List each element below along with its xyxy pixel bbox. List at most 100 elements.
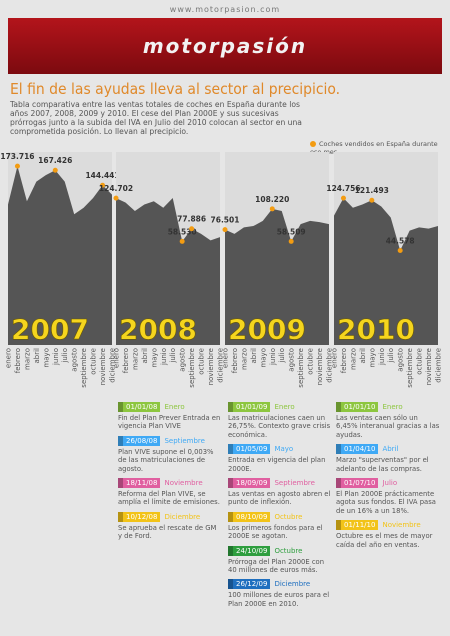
event-date: 01/01/10 [336,402,379,412]
event-badge: 01/11/10 Noviembre [336,520,440,531]
event-month: Enero [382,403,403,411]
event-badge: 08/10/09 Octubre [228,511,332,522]
event-badge: 26/12/09 Diciembre [228,579,332,590]
value-label: 124.702 [99,184,133,193]
title: El fin de las ayudas lleva al sector al … [10,80,341,98]
event-badge: 01/01/08 Enero [118,402,222,412]
month-label: enero [5,348,13,368]
month-label: mayo [259,348,267,368]
event-month: Enero [274,403,295,411]
month-label: agosto [288,348,296,372]
month-label: febrero [122,348,130,373]
month-label: junio [52,348,60,366]
event-badge: 24/10/09 Octubre [228,545,332,556]
month-label: noviembre [207,348,215,385]
event-date: 01/05/09 [228,444,271,455]
event-month: Julio [382,479,398,488]
event-text: Fin del Plan Prever Entrada en vigencia … [118,414,221,431]
value-label: 77.886 [177,215,206,224]
month-label: marzo [131,348,139,370]
month-label: agosto [179,348,187,372]
event-badge: 10/12/08 Diciembre [118,511,222,522]
event-date: 01/07/10 [336,478,379,489]
month-label: noviembre [425,348,433,385]
year-label: 2009 [228,313,306,346]
month-label: septiembre [406,348,414,388]
event-date: 24/10/09 [228,545,271,556]
area [8,166,112,345]
event-month: Abril [382,445,399,454]
month-label: diciembre [109,348,117,383]
event: 01/01/08 Enero Fin del Plan Prever Entrada… [118,402,222,431]
area [116,197,220,345]
event-date: 18/11/08 [118,478,161,489]
event-date: 01/01/09 [228,402,271,412]
year-label: 2010 [337,313,415,346]
event-badge: 01/05/09 Mayo [228,444,332,455]
event-date: 18/09/09 [228,478,271,489]
event: 24/10/09 Octubre Prórroga del Plan 2000E c… [228,545,332,575]
value-marker [222,227,228,233]
event-badge: 26/08/08 Septiembre [118,435,222,446]
logo: motorpasión [142,34,308,58]
year-label: 2008 [119,313,197,346]
event-month: Enero [164,403,185,411]
month-label: abril [359,348,367,364]
event-badge: 01/04/10 Abril [336,444,440,455]
banner [8,18,442,74]
month-label: noviembre [316,348,324,385]
event-date: 26/08/08 [118,435,161,446]
event-text: Reforma del Plan VIVE, se amplía el lími… [118,490,220,507]
event-text: El Plan 2000E prácticamente agota sus fo… [336,490,436,515]
event: 08/10/09 Octubre Los primeros fondos para … [228,511,332,541]
value-marker [369,197,375,203]
value-marker [189,226,195,232]
event-badge: 01/07/10 Julio [336,478,440,489]
event-date: 10/12/08 [118,511,161,522]
event-month: Diciembre [164,512,201,521]
area [225,208,329,345]
event-text: Marzo "superventas" por el adelanto de l… [336,456,429,473]
event-month: Septiembre [274,479,315,488]
event-date: 01/04/10 [336,444,379,455]
month-label: diciembre [217,348,225,383]
event: 01/11/10 Noviembre Octubre es el mes de ma… [336,520,440,549]
month-label: mayo [368,348,376,368]
event: 26/12/09 Diciembre 100 millones de euros p… [228,579,332,608]
month-label: septiembre [80,348,88,388]
event-text: Prórroga del Plan 2000E con 40 millones … [228,557,325,575]
value-label: 173.716 [0,152,34,161]
event-text: Las ventas en agosto abren el punto de i… [228,490,331,507]
month-label: agosto [397,348,405,372]
month-label: octubre [307,348,315,375]
event: 01/01/10 Enero Las ventas caen sólo un 6,4… [336,402,440,439]
event-month: Octubre [274,546,303,555]
value-marker [288,238,294,244]
event-date: 26/12/09 [228,579,271,590]
month-label: abril [141,348,149,364]
month-label: julio [61,348,69,364]
value-marker [52,167,58,173]
event-column: 01/01/10 Enero Las ventas caen sólo un 6,4… [336,402,440,549]
value-label: 44.578 [386,237,415,246]
month-label: febrero [14,348,22,373]
month-label: septiembre [297,348,305,388]
event-badge: 18/11/08 Noviembre [118,478,222,489]
event: 26/08/08 Septiembre Plan VIVE supone el 0,… [118,435,222,473]
event-text: Plan VIVE supone el 0,003% de las matric… [118,447,214,473]
event-date: 01/01/08 [118,402,161,412]
value-marker [100,182,106,188]
month-label: julio [278,348,286,364]
month-label: octubre [90,348,98,375]
event-text: Las matriculaciones caen un 26,75%. Cont… [228,414,331,439]
event-date: 01/11/10 [336,520,379,531]
value-marker [397,248,403,254]
value-label: 108.220 [255,195,289,204]
event-month: Mayo [274,445,294,454]
month-label: enero [113,348,121,368]
value-marker [14,163,20,169]
event-month: Octubre [274,512,303,521]
month-label: junio [269,348,277,366]
event-text: Octubre es el mes de mayor caída del año… [336,532,433,549]
event-text: Entrada en vigencia del plan 2000E. [228,456,326,473]
